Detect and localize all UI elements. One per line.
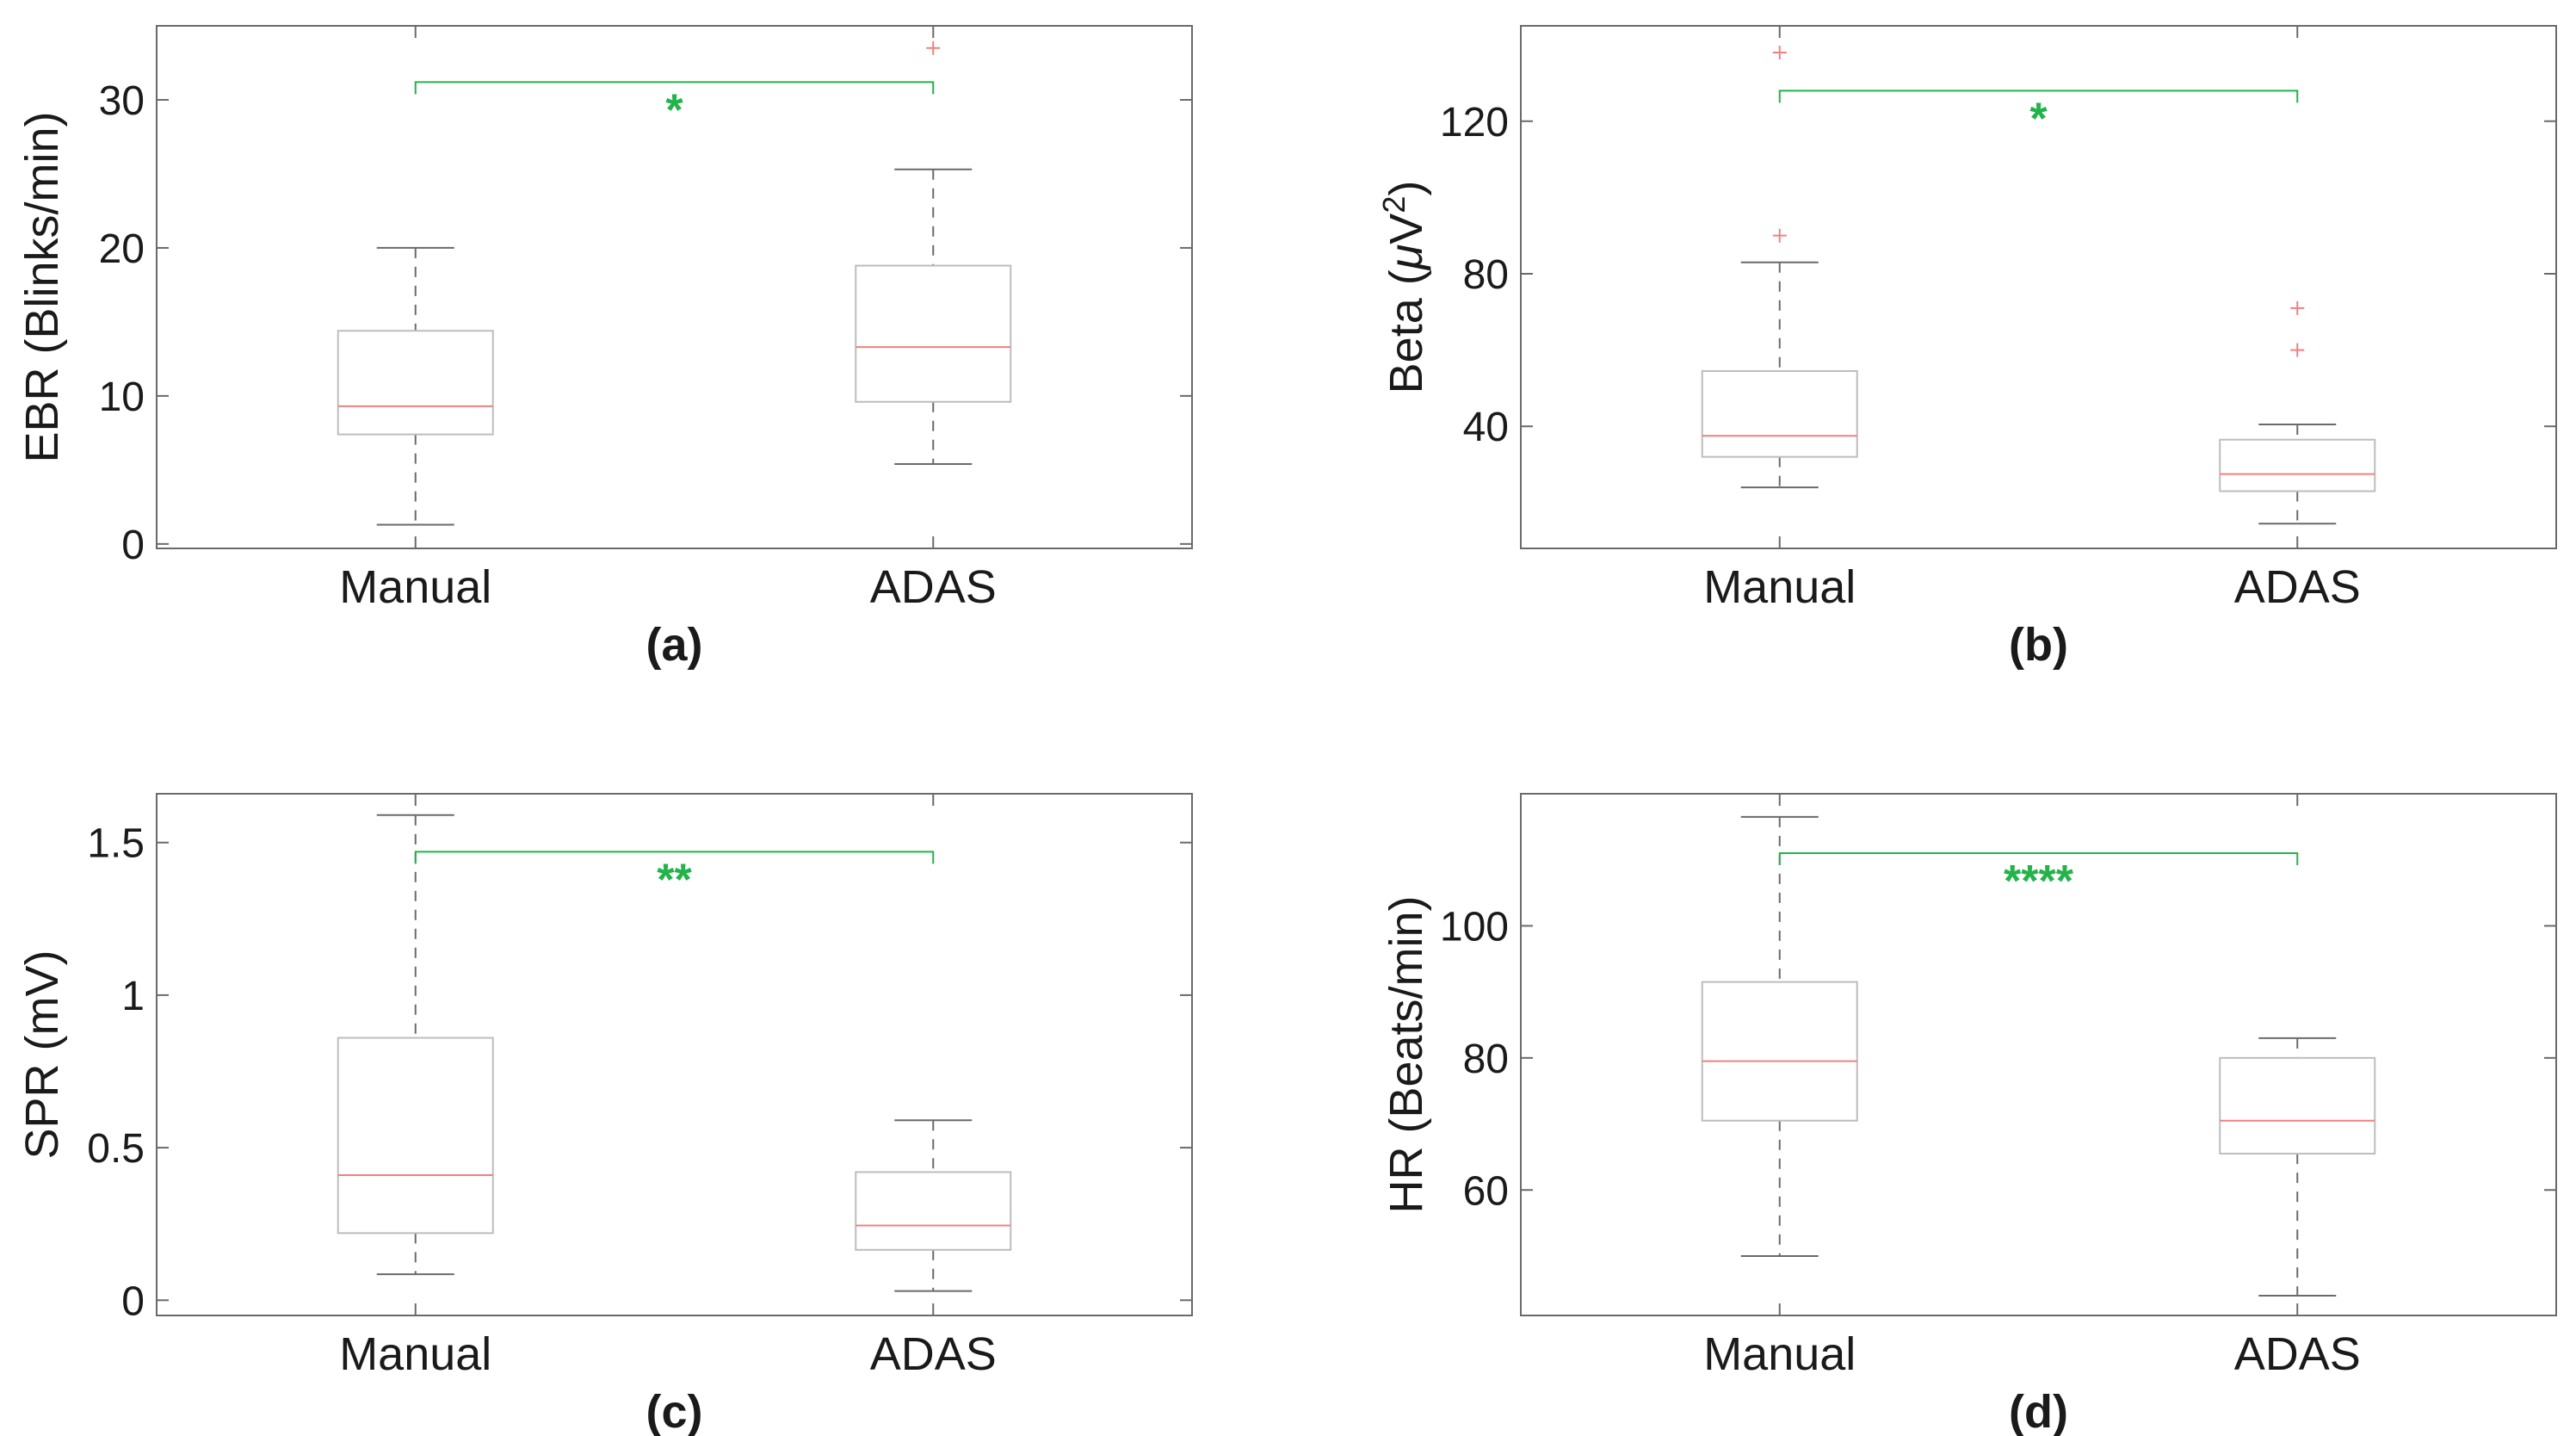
y-tick-label: 0 xyxy=(121,523,145,568)
panel-label: (d) xyxy=(2009,1386,2068,1436)
significance-stars: **** xyxy=(2004,857,2074,907)
panel-label: (a) xyxy=(646,619,703,671)
y-tick-label: 0 xyxy=(121,1278,145,1324)
y-tick-label: 1.5 xyxy=(87,821,145,867)
y-tick-label: 40 xyxy=(1463,405,1509,450)
significance-line xyxy=(414,81,935,95)
y-tick-label: 80 xyxy=(1463,252,1509,298)
y-tick-label: 100 xyxy=(1440,904,1509,950)
x-category-label: Manual xyxy=(339,561,491,613)
plot-frame xyxy=(156,793,1193,1316)
significance-bracket: **** xyxy=(1778,852,2299,907)
y-tick-label: 0.5 xyxy=(87,1126,145,1172)
panel-label: (b) xyxy=(2009,619,2068,671)
panel-label: (c) xyxy=(646,1386,703,1436)
iqr-box xyxy=(855,1171,1012,1251)
iqr-box xyxy=(2219,1056,2376,1155)
significance-line xyxy=(1778,852,2299,866)
box-manual xyxy=(1701,815,1858,1257)
significance-stars: ** xyxy=(657,855,692,905)
significance-bracket: * xyxy=(1778,90,2299,144)
chart-panel-a: 0 10 20 30 Manual ADAS EBR (Blinks/min) (a) * xyxy=(16,25,1193,671)
box-adas xyxy=(2219,1037,2376,1297)
y-tick-label: 20 xyxy=(99,226,145,272)
y-tick-label: 30 xyxy=(99,78,145,124)
x-category-label: ADAS xyxy=(2234,561,2361,613)
box-adas xyxy=(855,1119,1012,1292)
x-category-label: Manual xyxy=(1703,561,1856,613)
plot-frame xyxy=(156,25,1193,549)
y-tick-label: 60 xyxy=(1463,1168,1509,1214)
significance-line xyxy=(1778,90,2299,103)
y-axis-label: SPR (mV) xyxy=(16,950,68,1160)
plot-frame xyxy=(1520,793,2557,1316)
y-axis-label: HR (Beats/min) xyxy=(1381,895,1432,1213)
iqr-box xyxy=(855,264,1012,403)
significance-stars: * xyxy=(2029,94,2048,144)
y-tick-label: 10 xyxy=(99,374,145,420)
significance-bracket: * xyxy=(414,81,935,135)
x-category-label: Manual xyxy=(339,1328,491,1380)
outlier-marker xyxy=(1772,228,1787,243)
outlier-marker xyxy=(2290,300,2305,315)
x-category-label: ADAS xyxy=(2234,1328,2361,1380)
y-tick-label: 1 xyxy=(121,974,145,1019)
y-tick-label: 80 xyxy=(1463,1037,1509,1082)
significance-line xyxy=(414,851,935,864)
chart-panel-b: 40 80 120 Manual ADAS Beta (μV2) (b) * xyxy=(1376,25,2557,671)
iqr-box xyxy=(337,1037,494,1235)
iqr-box xyxy=(1701,981,1858,1122)
outlier-marker xyxy=(926,40,941,55)
x-category-label: ADAS xyxy=(870,1328,997,1380)
box-manual xyxy=(1701,46,1858,489)
significance-bracket: ** xyxy=(414,851,935,905)
x-category-label: Manual xyxy=(1703,1328,1856,1380)
box-manual xyxy=(337,246,494,526)
y-axis-label: Beta (μV2) xyxy=(1376,181,1432,394)
outlier-marker xyxy=(1772,46,1787,60)
iqr-box xyxy=(1701,369,1858,458)
chart-panel-d: 60 80 100 Manual ADAS HR (Beats/min) (d) **** xyxy=(1381,793,2557,1436)
y-tick-label: 120 xyxy=(1440,100,1509,145)
outlier-marker xyxy=(2290,343,2305,357)
box-manual xyxy=(337,814,494,1276)
y-axis-label: EBR (Blinks/min) xyxy=(16,111,68,462)
chart-panel-c: 0 0.5 1 1.5 Manual ADAS SPR (mV) (c) ** xyxy=(16,793,1193,1436)
x-category-label: ADAS xyxy=(870,561,997,613)
box-adas xyxy=(855,40,1012,465)
significance-stars: * xyxy=(665,85,683,135)
box-adas xyxy=(2219,300,2376,525)
iqr-box xyxy=(2219,438,2376,492)
iqr-box xyxy=(337,330,494,436)
plot-frame xyxy=(1520,25,2557,549)
